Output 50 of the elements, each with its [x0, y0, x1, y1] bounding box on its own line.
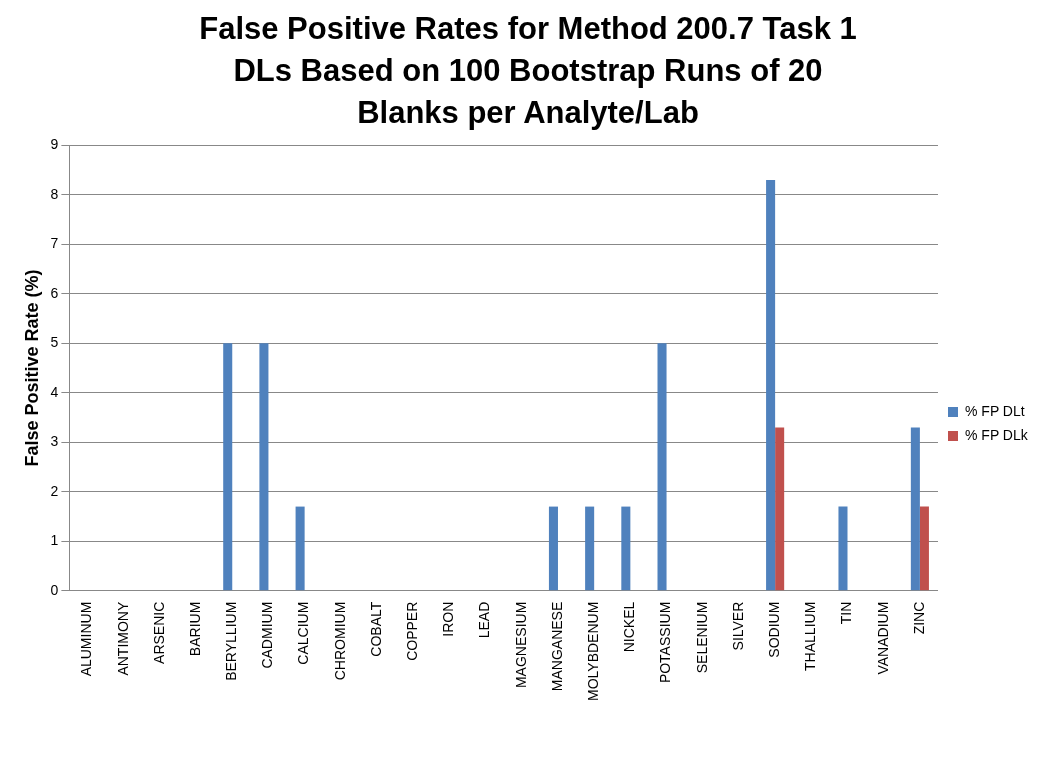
bar: [838, 506, 848, 591]
x-tick-label: IRON: [440, 601, 457, 637]
bar: [585, 506, 595, 591]
y-tick-label: 7: [50, 235, 59, 252]
x-tick-label: MAGNESIUM: [512, 601, 529, 689]
x-tick-label: BARIUM: [186, 601, 203, 657]
legend-label: % FP DLk: [964, 426, 1029, 443]
x-tick-label: ARSENIC: [150, 601, 167, 664]
bar: [295, 506, 305, 591]
x-tick-label: CALCIUM: [295, 601, 312, 665]
bar: [657, 343, 667, 591]
y-tick-label: 0: [50, 581, 59, 598]
x-tick-label: ZINC: [910, 601, 927, 635]
bar: [910, 427, 920, 591]
x-tick-label: VANADIUM: [874, 601, 891, 675]
x-tick-label: COBALT: [367, 601, 384, 657]
bar: [766, 180, 776, 591]
bar: [259, 343, 269, 591]
y-tick-label: 2: [50, 482, 59, 499]
legend-label: % FP DLt: [964, 402, 1025, 419]
x-tick-label: TIN: [838, 601, 855, 625]
x-tick-label: BERYLLIUM: [223, 601, 240, 681]
x-tick-label: SILVER: [729, 601, 746, 651]
y-tick-label: 4: [50, 383, 59, 400]
x-tick-label: NICKEL: [621, 601, 638, 653]
bar: [621, 506, 631, 591]
y-tick-label: 6: [50, 284, 59, 301]
y-tick-label: 8: [50, 185, 59, 202]
x-tick-label: LEAD: [476, 601, 493, 639]
y-axis-title: False Positive Rate (%): [21, 269, 42, 467]
bar: [548, 506, 558, 591]
chart-title: False Positive Rates for Method 200.7 Task 1 DLs Based on 100 Bootstrap Runs of 20 Blanks per Analyte/Lab: [198, 10, 858, 132]
y-tick-label: 5: [50, 334, 59, 351]
y-tick-label: 1: [50, 532, 59, 549]
x-tick-label: CADMIUM: [259, 601, 276, 669]
x-tick-label: MANGANESE: [548, 601, 565, 692]
x-tick-label: COPPER: [404, 601, 421, 661]
x-tick-label: ALUMINUM: [78, 601, 95, 677]
x-tick-label: SODIUM: [765, 601, 782, 658]
x-tick-label: CHROMIUM: [331, 601, 348, 681]
y-tick-label: 3: [50, 433, 59, 450]
bar: [775, 427, 785, 591]
bar: [919, 506, 929, 591]
x-tick-label: SELENIUM: [693, 601, 710, 674]
x-tick-label: MOLYBDENUM: [585, 601, 602, 702]
x-tick-label: THALLIUM: [802, 601, 819, 671]
x-tick-label: POTASSIUM: [657, 601, 674, 684]
x-tick-label: ANTIMONY: [114, 601, 131, 676]
bar: [223, 343, 233, 591]
y-tick-label: 9: [50, 136, 59, 153]
